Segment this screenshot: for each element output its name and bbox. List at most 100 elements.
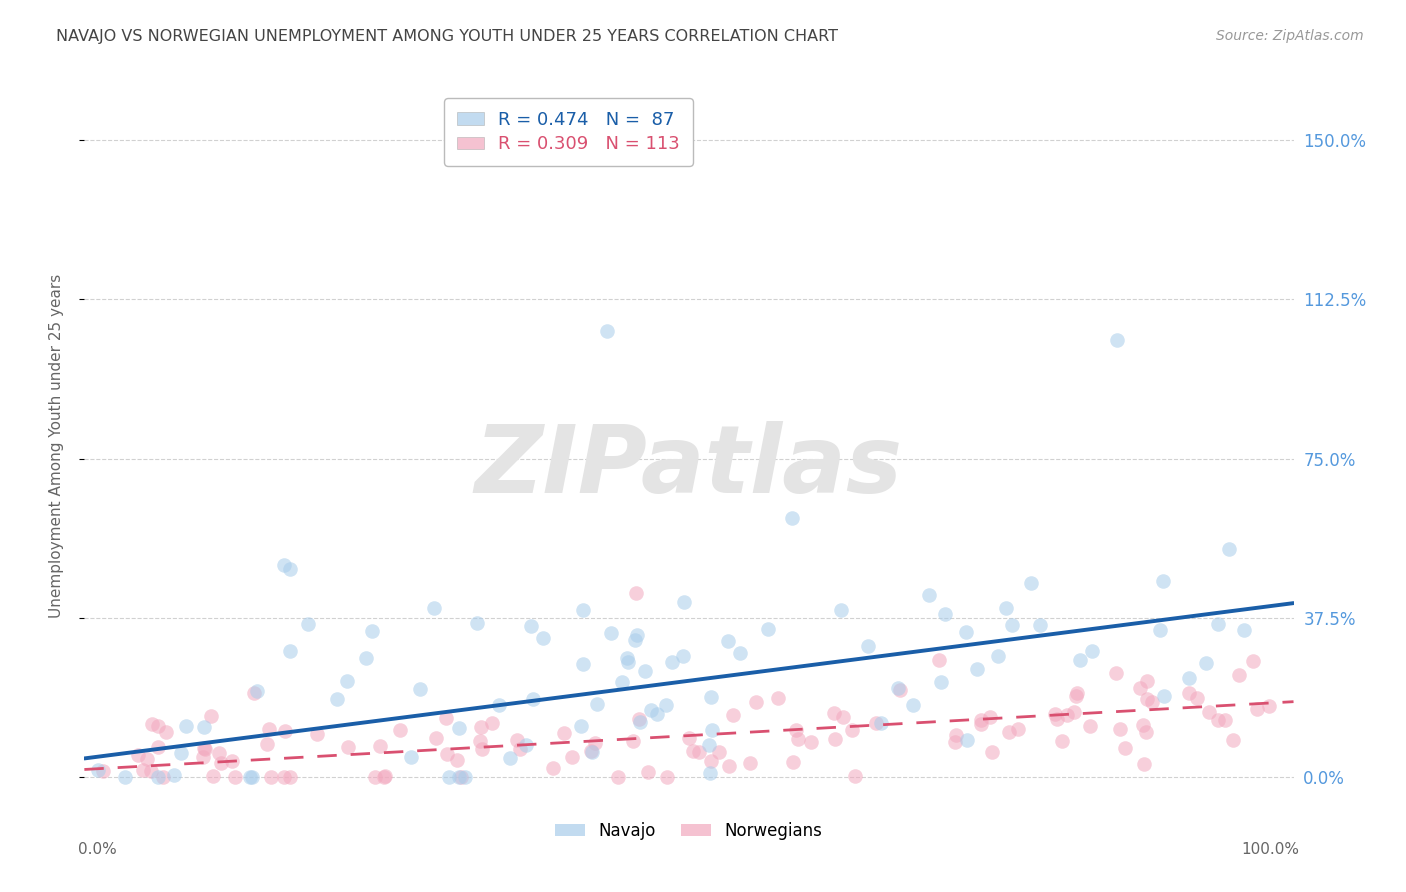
Norwegians	[274, 723, 297, 738]
Navajo	[174, 719, 197, 733]
Navajo	[520, 619, 543, 633]
Navajo	[193, 720, 215, 734]
Navajo	[280, 644, 302, 658]
Norwegians	[135, 752, 157, 766]
Norwegians	[655, 770, 678, 784]
Norwegians	[193, 741, 215, 756]
Norwegians	[841, 723, 863, 737]
Norwegians	[91, 764, 114, 778]
Norwegians	[436, 747, 458, 761]
Navajo	[531, 631, 554, 645]
Norwegians	[1222, 733, 1244, 747]
Norwegians	[152, 770, 174, 784]
Navajo	[655, 698, 678, 712]
Navajo	[361, 624, 384, 639]
Navajo	[929, 675, 952, 690]
Navajo	[148, 770, 170, 784]
Norwegians	[1258, 699, 1281, 714]
Norwegians	[740, 756, 762, 771]
Norwegians	[583, 736, 606, 750]
Navajo	[278, 562, 301, 576]
Navajo	[246, 684, 269, 698]
Navajo	[522, 691, 544, 706]
Navajo	[903, 698, 925, 712]
Norwegians	[998, 725, 1021, 739]
Norwegians	[970, 713, 993, 727]
Navajo	[699, 738, 721, 752]
Norwegians	[682, 744, 704, 758]
Norwegians	[374, 769, 396, 783]
Navajo	[599, 626, 621, 640]
Norwegians	[979, 710, 1001, 724]
Norwegians	[624, 585, 647, 599]
Norwegians	[621, 733, 644, 747]
Navajo	[756, 622, 779, 636]
Navajo	[887, 681, 910, 695]
Norwegians	[273, 770, 295, 784]
Navajo	[437, 770, 460, 784]
Norwegians	[388, 723, 411, 737]
Norwegians	[945, 728, 967, 742]
Navajo	[162, 768, 184, 782]
Norwegians	[1246, 702, 1268, 716]
Norwegians	[141, 764, 163, 779]
Navajo	[572, 657, 595, 671]
Navajo	[447, 721, 470, 735]
Norwegians	[1108, 722, 1130, 736]
Navajo	[661, 655, 683, 669]
Navajo	[612, 675, 634, 690]
Norwegians	[243, 686, 266, 700]
Norwegians	[425, 731, 447, 745]
Navajo	[596, 324, 619, 338]
Navajo	[585, 698, 607, 712]
Norwegians	[1227, 667, 1250, 681]
Navajo	[423, 600, 446, 615]
Norwegians	[446, 752, 468, 766]
Navajo	[626, 628, 648, 642]
Navajo	[856, 639, 879, 653]
Navajo	[356, 651, 378, 665]
Norwegians	[561, 750, 583, 764]
Navajo	[1194, 656, 1216, 670]
Norwegians	[368, 739, 391, 753]
Navajo	[239, 770, 262, 784]
Norwegians	[1241, 654, 1264, 668]
Navajo	[242, 770, 264, 784]
Norwegians	[481, 715, 503, 730]
Norwegians	[221, 754, 243, 768]
Norwegians	[707, 745, 730, 759]
Norwegians	[256, 737, 278, 751]
Norwegians	[1114, 741, 1136, 756]
Norwegians	[553, 725, 575, 739]
Norwegians	[970, 717, 993, 731]
Norwegians	[943, 735, 966, 749]
Norwegians	[1135, 725, 1157, 739]
Norwegians	[688, 745, 710, 759]
Norwegians	[824, 732, 846, 747]
Norwegians	[832, 709, 855, 723]
Navajo	[297, 617, 319, 632]
Navajo	[955, 624, 977, 639]
Navajo	[1069, 653, 1091, 667]
Legend: Navajo, Norwegians: Navajo, Norwegians	[547, 814, 831, 848]
Norwegians	[193, 750, 215, 764]
Norwegians	[131, 763, 153, 777]
Norwegians	[717, 759, 740, 773]
Norwegians	[257, 722, 280, 736]
Norwegians	[434, 711, 457, 725]
Navajo	[1153, 690, 1175, 704]
Norwegians	[980, 745, 1002, 759]
Norwegians	[1187, 690, 1209, 705]
Norwegians	[889, 682, 911, 697]
Navajo	[616, 650, 638, 665]
Norwegians	[1129, 681, 1152, 696]
Norwegians	[721, 708, 744, 723]
Norwegians	[844, 769, 866, 783]
Navajo	[499, 751, 522, 765]
Norwegians	[194, 741, 217, 756]
Navajo	[170, 746, 193, 760]
Norwegians	[505, 733, 527, 747]
Norwegians	[1178, 685, 1201, 699]
Norwegians	[373, 770, 395, 784]
Norwegians	[1132, 756, 1154, 771]
